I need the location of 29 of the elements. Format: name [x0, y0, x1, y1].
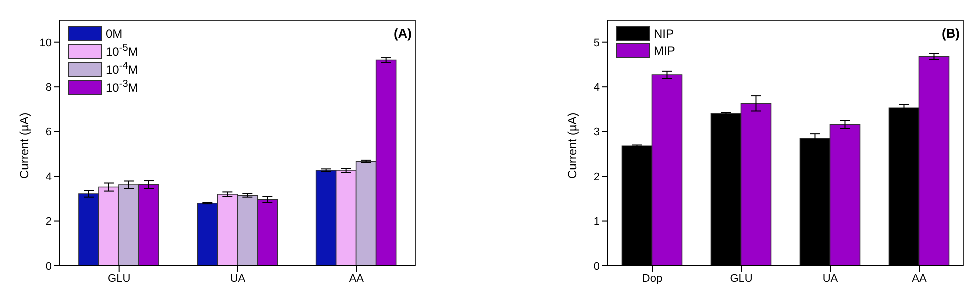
y-tick-label: 5	[594, 37, 600, 50]
y-axis-title: Current (µA)	[565, 112, 580, 179]
y-tick-label: 8	[46, 82, 52, 94]
y-tick-label: 0	[594, 260, 600, 273]
y-tick-label: 4	[46, 171, 52, 184]
y-tick-label: 3	[594, 126, 600, 139]
y-tick-label: 2	[594, 171, 600, 184]
annotation: (A)	[394, 26, 412, 41]
y-tick-label: 1	[594, 216, 600, 228]
y-axis-title: Current (µA)	[17, 112, 32, 179]
legend-label: 10$^{-3}$M	[106, 79, 138, 95]
x-tick-label: GLU	[730, 272, 753, 285]
y-tick-label: 4	[594, 82, 600, 94]
legend-label: 10$^{-5}$M	[106, 43, 138, 59]
x-tick-label: UA	[230, 272, 246, 285]
y-tick-label: 2	[46, 216, 52, 228]
x-tick-label: AA	[912, 272, 928, 285]
x-tick-label: UA	[822, 272, 839, 285]
x-tick-label: GLU	[108, 272, 131, 285]
y-tick-label: 10	[40, 37, 52, 50]
y-tick-label: 6	[46, 126, 52, 139]
x-tick-label: AA	[349, 272, 365, 285]
legend-label: 0M	[106, 26, 123, 40]
x-tick-label: Dop	[642, 272, 663, 285]
y-tick-label: 0	[46, 260, 52, 273]
annotation: (B)	[942, 26, 960, 41]
legend-label: 10$^{-4}$M	[106, 61, 138, 77]
legend-label: NIP	[654, 26, 674, 40]
legend-label: MIP	[654, 44, 676, 58]
